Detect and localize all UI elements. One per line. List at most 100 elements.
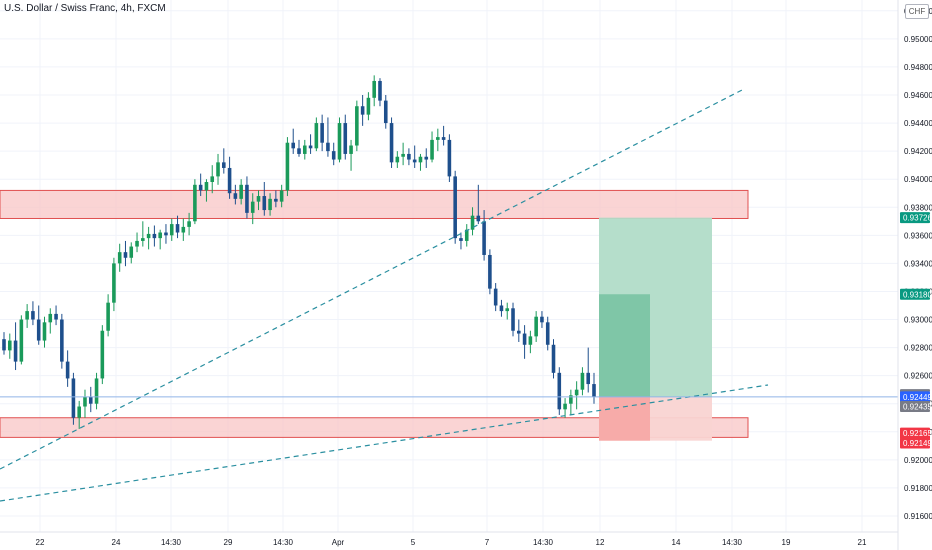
price-tag: 0.93726 [900, 212, 932, 224]
candle-body [181, 226, 186, 233]
candle-body [13, 340, 18, 362]
candle-body [83, 396, 87, 407]
y-tick-label: 0.95000 [904, 35, 932, 44]
candle-body [493, 288, 498, 306]
y-tick-label: 0.92000 [904, 456, 932, 465]
long-position-tool[interactable] [599, 217, 712, 441]
y-tick-label: 0.94800 [904, 63, 932, 72]
candle-body [378, 80, 382, 101]
y-tick-label: 0.93400 [904, 259, 932, 268]
candle-body [36, 319, 41, 341]
candle-body [482, 221, 486, 255]
candle-body [112, 263, 116, 303]
price-tag-bg [900, 401, 930, 413]
currency-button[interactable]: CHF [905, 4, 929, 19]
price-tags: 0.937260.931800.924510.924490.924350.921… [900, 212, 932, 449]
candle-body [94, 378, 99, 404]
y-tick-label: 0.91600 [904, 512, 932, 521]
candle-body [349, 145, 353, 154]
candle-body [88, 396, 93, 404]
candle-body [77, 406, 81, 418]
x-tick-label: 12 [596, 538, 605, 547]
y-tick-label: 0.93000 [904, 316, 932, 325]
candle-body [146, 233, 151, 239]
candle-body [193, 184, 197, 222]
candle-body [580, 372, 585, 390]
candle-body [441, 137, 446, 140]
x-tick-label: 14:30 [722, 538, 743, 547]
candle-body [314, 123, 319, 149]
price-tag: 0.93180 [900, 288, 932, 300]
candle-body [100, 330, 105, 379]
candle-body [198, 184, 203, 191]
candle-body [430, 139, 434, 160]
y-tick-label: 0.92600 [904, 372, 932, 381]
price-tag-label: 0.92149 [903, 439, 932, 448]
trend-lines[interactable] [0, 88, 769, 502]
candle-body [7, 340, 12, 351]
price-tag: 0.92449 [900, 391, 932, 403]
candle-body [135, 240, 139, 247]
candle-body [2, 339, 6, 351]
candle-body [250, 201, 255, 213]
price-tag: 0.92149 [900, 437, 932, 449]
symbol-title[interactable]: U.S. Dollar / Swiss Franc, 4h, FXCM [4, 3, 166, 14]
candlestick-series [2, 75, 596, 429]
y-tick-label: 0.91800 [904, 484, 932, 493]
candle-body [343, 123, 348, 154]
price-tag-label: 0.92435 [903, 403, 932, 412]
candle-body [326, 142, 330, 152]
candle-body [233, 193, 238, 199]
price-tag-bg [900, 391, 930, 403]
candle-body [522, 333, 527, 345]
trend-line-lower [0, 384, 769, 502]
y-tick-label: 0.94400 [904, 119, 932, 128]
x-tick-label: 14 [672, 538, 681, 547]
price-tag: 0.92435 [900, 401, 932, 413]
candle-body [551, 344, 556, 373]
x-tick-label: 5 [411, 538, 416, 547]
candle-body [175, 224, 180, 233]
candle-body [337, 123, 342, 160]
x-tick-label: 21 [858, 538, 867, 547]
candle-body [31, 311, 35, 320]
candle-body [204, 182, 209, 191]
candle-body [464, 229, 469, 241]
candle-body [297, 148, 301, 154]
price-tag-bg [900, 437, 930, 449]
zone-rect [0, 189, 749, 219]
x-tick-label: 14:30 [533, 538, 554, 547]
candle-body [540, 316, 544, 323]
y-tick-label: 0.94000 [904, 175, 932, 184]
candle-body [557, 372, 562, 410]
price-tag-label: 0.92165 [903, 429, 932, 438]
candle-body [106, 302, 110, 331]
y-tick-label: 0.94200 [904, 147, 932, 156]
candle-body [123, 252, 128, 258]
candle-body [407, 153, 411, 160]
candle-body [586, 372, 591, 385]
y-tick-label: 0.93600 [904, 231, 932, 240]
candle-body [279, 190, 284, 202]
zone-rect [0, 417, 749, 438]
candle-body [395, 156, 400, 163]
candle-body [360, 106, 365, 115]
candle-body [187, 221, 191, 227]
candle-body [436, 137, 440, 140]
candle-body [274, 198, 278, 202]
candle-body [262, 196, 267, 211]
candle-body [511, 308, 515, 331]
candle-body [545, 322, 550, 345]
price-tag-bg [900, 427, 930, 439]
candle-body [48, 313, 53, 323]
support-resistance-zones[interactable] [0, 189, 749, 438]
candle-body [291, 142, 296, 149]
price-tag-bg [900, 212, 930, 224]
y-tick-label: 0.92800 [904, 344, 932, 353]
x-tick-label: Apr [332, 538, 345, 547]
candle-body [383, 100, 388, 124]
grid-lines [0, 0, 898, 532]
candle-body [447, 139, 452, 177]
